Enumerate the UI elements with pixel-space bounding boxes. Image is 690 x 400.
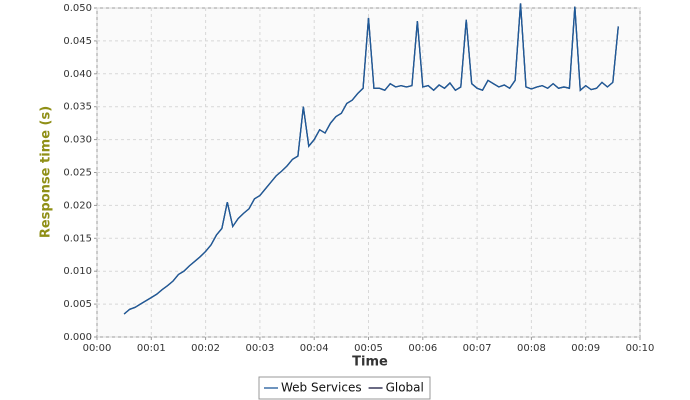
y-tick-label: 0.020 — [63, 200, 92, 211]
y-tick-label: 0.005 — [63, 299, 92, 310]
x-tick-label: 00:04 — [300, 343, 329, 354]
x-tick-label: 00:03 — [245, 343, 274, 354]
y-tick-label: 0.040 — [63, 69, 92, 80]
x-tick-label: 00:01 — [137, 343, 166, 354]
y-tick-label: 0.045 — [63, 36, 92, 47]
x-tick-label: 00:08 — [517, 343, 546, 354]
y-tick-label: 0.030 — [63, 135, 92, 146]
legend — [258, 376, 431, 400]
x-tick-label: 00:09 — [571, 343, 600, 354]
legend-label: Global — [386, 381, 424, 395]
y-tick-label: 0.015 — [63, 233, 92, 244]
x-tick-label: 00:05 — [354, 343, 383, 354]
y-tick-label: 0.000 — [63, 332, 92, 343]
x-axis-label: Time — [352, 355, 388, 370]
legend-label: Web Services — [281, 381, 362, 395]
series-line — [123, 3, 619, 315]
y-tick-label: 0.035 — [63, 102, 92, 113]
x-tick-label: 00:06 — [408, 343, 437, 354]
x-tick-label: 00:07 — [463, 343, 492, 354]
y-tick-label: 0.050 — [63, 3, 92, 14]
x-tick-label: 00:00 — [83, 343, 112, 354]
y-tick-label: 0.025 — [63, 168, 92, 179]
x-tick-label: 00:10 — [626, 343, 655, 354]
y-axis-label: Response time (s) — [39, 106, 54, 238]
y-tick-label: 0.010 — [63, 266, 92, 277]
x-tick-label: 00:02 — [191, 343, 220, 354]
